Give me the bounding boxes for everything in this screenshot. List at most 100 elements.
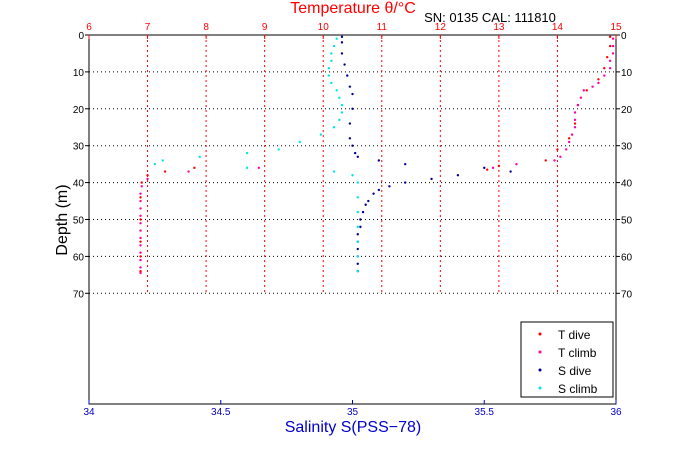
salinity-tick-label: 34.5 bbox=[211, 407, 231, 418]
s-dive-point bbox=[353, 151, 357, 155]
t-climb-point bbox=[591, 85, 594, 88]
s-climb-point bbox=[330, 52, 333, 55]
legend-box bbox=[520, 321, 614, 398]
s-climb-point bbox=[335, 37, 338, 40]
s-climb-point bbox=[245, 151, 249, 155]
grid-lines bbox=[89, 34, 616, 294]
s-climb-point bbox=[330, 81, 333, 85]
depth-tick-label-left: 20 bbox=[73, 105, 85, 116]
t-climb-point bbox=[597, 81, 600, 85]
depth-tick-label-right: 10 bbox=[621, 68, 633, 79]
s-climb-point bbox=[340, 111, 344, 114]
t-climb-point bbox=[257, 166, 261, 170]
t-climb-point bbox=[139, 214, 142, 218]
depth-tick-label-left: 50 bbox=[73, 216, 85, 227]
t-climb-point bbox=[139, 236, 142, 240]
t-climb-point bbox=[603, 74, 606, 77]
temperature-tick-label: 7 bbox=[145, 22, 151, 33]
depth-tick-label-right: 70 bbox=[621, 289, 633, 300]
t-climb-point bbox=[611, 52, 615, 55]
t-climb-point bbox=[611, 44, 615, 48]
s-dive-point bbox=[351, 144, 354, 147]
s-climb-point bbox=[338, 118, 341, 122]
t-climb-point bbox=[573, 111, 577, 114]
s-climb-point bbox=[356, 269, 359, 273]
s-dive-point bbox=[356, 262, 359, 265]
s-dive-point bbox=[359, 218, 362, 221]
s-dive-point bbox=[359, 225, 362, 229]
legend-label-t-dive: T dive bbox=[558, 328, 591, 342]
temperature-tick-label: 13 bbox=[493, 22, 505, 33]
s-climb-point bbox=[356, 196, 359, 199]
s-climb-point bbox=[245, 166, 249, 170]
t-climb-point bbox=[139, 207, 142, 210]
t-dive-point bbox=[139, 240, 142, 243]
s-dive-point bbox=[430, 177, 433, 181]
s-climb-point bbox=[277, 148, 280, 151]
t-dive-point bbox=[163, 170, 167, 173]
s-climb-point bbox=[327, 67, 330, 70]
t-dive-point bbox=[139, 269, 142, 273]
s-dive-point bbox=[346, 74, 349, 77]
s-climb-point bbox=[161, 159, 164, 162]
s-dive-point bbox=[367, 199, 370, 203]
s-dive-point bbox=[372, 192, 375, 195]
s-dive-point bbox=[340, 52, 344, 55]
s-climb-point bbox=[330, 59, 333, 63]
t-dive-point bbox=[556, 148, 559, 151]
temperature-tick-label: 10 bbox=[318, 22, 330, 33]
depth-tick-label-left: 30 bbox=[73, 142, 85, 153]
data-points bbox=[139, 35, 615, 275]
depth-axis-label: Depth (m) bbox=[54, 184, 71, 255]
t-dive-point bbox=[567, 137, 571, 140]
t-climb-point bbox=[140, 185, 143, 188]
t-climb-point bbox=[139, 192, 142, 195]
t-climb-point bbox=[573, 118, 577, 122]
salinity-tick-label: 35 bbox=[347, 407, 359, 418]
depth-tick-label-left: 10 bbox=[73, 68, 85, 79]
s-climb-point bbox=[351, 174, 354, 177]
t-dive-point bbox=[146, 174, 149, 177]
t-dive-point bbox=[139, 255, 142, 258]
s-climb-point bbox=[298, 140, 301, 144]
salinity-tick-label: 36 bbox=[610, 407, 622, 418]
t-climb-point bbox=[139, 258, 142, 262]
s-dive-point bbox=[377, 159, 381, 162]
depth-tick-label-right: 50 bbox=[621, 216, 633, 227]
t-climb-point bbox=[146, 177, 149, 181]
s-climb-point bbox=[356, 210, 359, 214]
s-dive-point bbox=[356, 247, 359, 251]
t-climb-point bbox=[139, 271, 142, 275]
t-climb-point bbox=[515, 162, 518, 166]
t-climb-point bbox=[139, 229, 142, 232]
t-climb-point bbox=[139, 221, 142, 225]
legend-marker-t-climb bbox=[538, 350, 542, 354]
s-dive-point bbox=[388, 185, 391, 188]
t-climb-point bbox=[565, 148, 568, 151]
t-climb-point bbox=[579, 96, 583, 99]
legend-label-s-climb: S climb bbox=[558, 382, 598, 396]
s-dive-point bbox=[356, 233, 359, 236]
depth-tick-label-left: 60 bbox=[73, 252, 85, 263]
depth-tick-label-right: 20 bbox=[621, 105, 633, 116]
s-dive-point bbox=[456, 174, 460, 177]
t-dive-point bbox=[608, 44, 612, 48]
t-dive-point bbox=[485, 168, 489, 171]
t-dive-point bbox=[603, 67, 606, 70]
t-climb-point bbox=[139, 251, 142, 254]
t-climb-point bbox=[491, 166, 495, 170]
s-dive-point bbox=[348, 122, 352, 125]
legend: T dive T climb S dive S climb bbox=[520, 321, 614, 398]
s-dive-point bbox=[348, 85, 352, 88]
axis-ticks: 0 0 10 10 20 20 30 30 40 40 50 50 60 60 70 70 6 7 8 9 10 11 12… bbox=[73, 22, 633, 418]
t-dive-point bbox=[193, 166, 196, 170]
s-climb-point bbox=[356, 225, 359, 229]
temperature-tick-label: 8 bbox=[203, 22, 209, 33]
s-climb-point bbox=[332, 126, 336, 129]
t-climb-point bbox=[570, 133, 574, 136]
t-dive-point bbox=[585, 89, 588, 92]
depth-tick-label-right: 60 bbox=[621, 252, 633, 263]
s-dive-point bbox=[356, 155, 359, 158]
legend-marker-s-dive bbox=[538, 368, 542, 372]
t-climb-point bbox=[553, 159, 556, 162]
